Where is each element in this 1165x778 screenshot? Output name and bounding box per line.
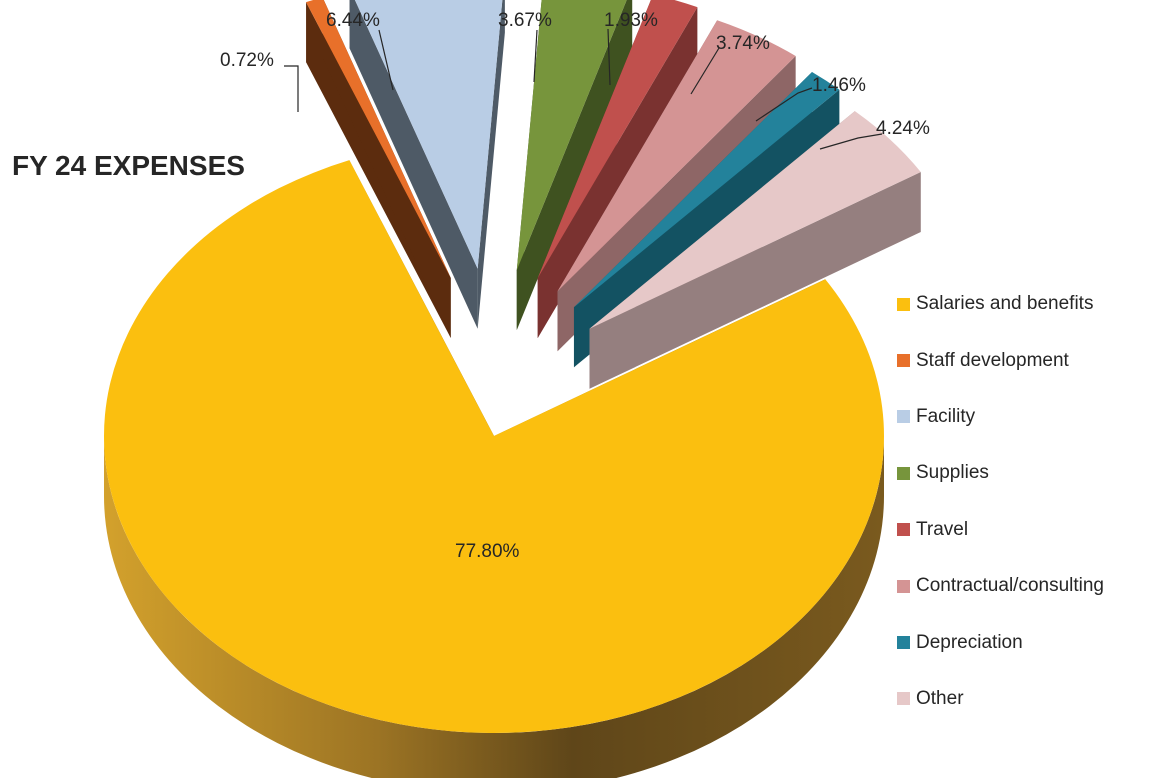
legend-swatch <box>897 297 910 311</box>
legend-item: Salaries and benefits <box>897 276 1104 332</box>
slice-wall <box>477 0 505 329</box>
leader-line <box>607 28 611 86</box>
data-label: 3.74% <box>716 33 770 54</box>
pie-slice <box>306 0 451 338</box>
leader-line <box>819 133 883 150</box>
leader-line <box>284 65 299 112</box>
data-labels: 77.80% 0.72% 6.44% 3.67% 1.93% 3.74% 1.46% 4.24… <box>220 10 930 562</box>
legend-label: Supplies <box>916 462 989 484</box>
slice-top <box>557 20 796 292</box>
legend-label: Depreciation <box>916 631 1023 653</box>
pie-slice <box>589 111 921 389</box>
slice-top <box>354 0 503 269</box>
legend-item: Supplies <box>897 445 1104 501</box>
data-label: 1.46% <box>812 75 866 96</box>
legend-label: Facility <box>916 405 976 427</box>
legend-item: Depreciation <box>897 614 1104 670</box>
leader-line <box>755 87 813 122</box>
chart-title: FY 24 EXPENSES <box>12 150 245 181</box>
legend-swatch <box>897 579 910 593</box>
legend-label: Other <box>916 687 964 709</box>
legend-item: Travel <box>897 502 1104 558</box>
legend-item: Facility <box>897 389 1104 445</box>
legend-swatch <box>897 354 910 368</box>
slice-top <box>306 0 451 278</box>
slice-wall <box>537 7 698 339</box>
data-label: 4.24% <box>876 118 930 139</box>
data-label: 0.72% <box>220 50 274 71</box>
legend-label: Contractual/consulting <box>916 575 1104 597</box>
slice-wall <box>589 171 921 389</box>
pie-slice <box>537 0 698 339</box>
data-label: 77.80% <box>455 541 520 562</box>
legend-label: Salaries and benefits <box>916 293 1094 315</box>
slice-top <box>573 71 840 308</box>
legend-swatch <box>897 410 910 424</box>
chart-legend: Salaries and benefits Staff development Fa… <box>897 276 1104 727</box>
pie-slice <box>516 0 633 331</box>
legend-swatch <box>897 466 910 480</box>
data-label: 6.44% <box>326 10 380 31</box>
legend-label: Travel <box>916 518 969 540</box>
slice-top <box>516 0 627 271</box>
data-label: 1.93% <box>604 10 658 31</box>
legend-item: Contractual/consulting <box>897 558 1104 614</box>
legend-swatch <box>897 692 910 706</box>
slice-top <box>104 160 884 734</box>
slice-top <box>589 111 921 329</box>
legend-swatch <box>897 523 910 537</box>
legend-item: Other <box>897 671 1104 727</box>
data-label: 3.67% <box>498 10 552 31</box>
pie-slice <box>104 160 884 778</box>
legend-label: Staff development <box>916 349 1069 371</box>
legend-item: Staff development <box>897 332 1104 388</box>
leader-line <box>378 29 394 91</box>
leader-line <box>533 29 538 83</box>
pie-slice <box>349 0 505 329</box>
pie-slices <box>104 0 921 778</box>
slice-wall <box>516 0 633 331</box>
slice-wall <box>349 0 478 329</box>
legend-swatch <box>897 636 910 650</box>
leader-line <box>690 47 720 95</box>
slice-top <box>537 0 698 279</box>
